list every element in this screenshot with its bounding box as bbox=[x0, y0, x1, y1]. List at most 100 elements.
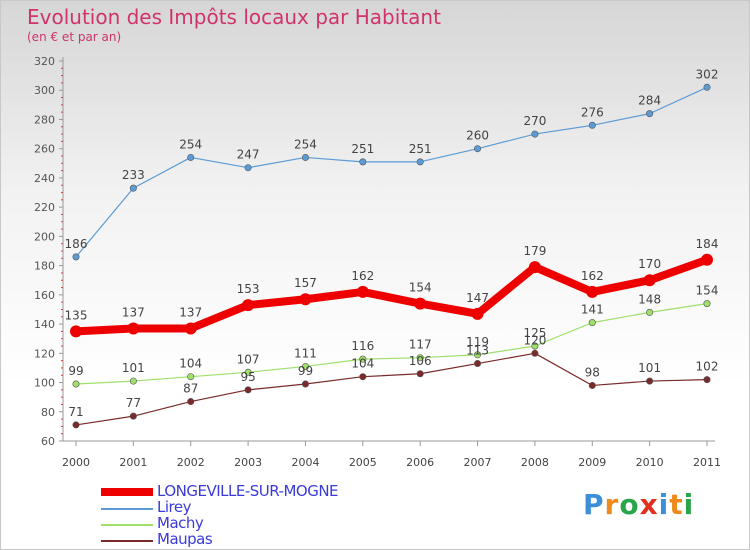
series-line bbox=[75, 303, 708, 385]
data-label: 98 bbox=[585, 365, 600, 379]
data-point bbox=[531, 349, 539, 357]
data-point bbox=[127, 322, 140, 335]
x-tick-label: 2011 bbox=[693, 456, 721, 469]
data-point bbox=[359, 355, 367, 363]
series-machy bbox=[72, 300, 711, 388]
logo-letter: x bbox=[639, 488, 659, 521]
series-maupas bbox=[72, 349, 711, 429]
data-label: 270 bbox=[523, 114, 546, 128]
data-label: 117 bbox=[409, 338, 432, 352]
x-tick-label: 2009 bbox=[578, 456, 606, 469]
series-line bbox=[75, 256, 709, 336]
data-label: 104 bbox=[179, 357, 202, 371]
data-point bbox=[531, 130, 539, 138]
y-tick-label: 280 bbox=[34, 113, 55, 126]
data-point bbox=[703, 376, 711, 384]
data-label: 120 bbox=[523, 333, 546, 347]
y-tick-label: 160 bbox=[34, 289, 55, 302]
data-point bbox=[588, 319, 596, 327]
data-label: 254 bbox=[294, 137, 317, 151]
legend-label: Machy bbox=[157, 514, 204, 532]
data-label: 119 bbox=[466, 335, 489, 349]
x-tick-label: 2008 bbox=[521, 456, 549, 469]
data-point bbox=[586, 285, 599, 298]
data-label: 247 bbox=[237, 148, 260, 162]
data-label: 125 bbox=[523, 326, 546, 340]
logo-letter: o bbox=[619, 488, 640, 521]
data-point bbox=[187, 398, 195, 406]
data-point bbox=[416, 158, 424, 166]
data-label: 254 bbox=[179, 137, 202, 151]
legend-item: Machy bbox=[101, 514, 421, 533]
data-point bbox=[643, 274, 656, 287]
data-label: 141 bbox=[581, 303, 604, 317]
data-label: 101 bbox=[122, 361, 145, 375]
data-point bbox=[184, 322, 197, 335]
data-label: 148 bbox=[638, 292, 661, 306]
data-label: 251 bbox=[351, 142, 374, 156]
data-point bbox=[244, 386, 252, 394]
data-label: 276 bbox=[581, 105, 604, 119]
data-label: 184 bbox=[696, 237, 719, 251]
data-point bbox=[646, 308, 654, 316]
data-label: 101 bbox=[638, 361, 661, 375]
x-tick-label: 2010 bbox=[636, 456, 664, 469]
series-lirey bbox=[72, 83, 711, 261]
data-label: 162 bbox=[581, 269, 604, 283]
data-point bbox=[301, 153, 309, 161]
legend-item: Maupas bbox=[101, 530, 421, 549]
data-point bbox=[703, 300, 711, 308]
data-point bbox=[70, 325, 82, 338]
data-point bbox=[301, 380, 309, 388]
data-label: 179 bbox=[523, 244, 546, 258]
data-label: 87 bbox=[183, 382, 198, 396]
data-label: 95 bbox=[240, 370, 255, 384]
data-label: 107 bbox=[237, 352, 260, 366]
data-point bbox=[646, 110, 654, 118]
x-tick-label: 2006 bbox=[406, 456, 434, 469]
legend-swatch bbox=[101, 540, 153, 542]
y-tick-label: 80 bbox=[41, 406, 55, 419]
y-tick-label: 320 bbox=[34, 55, 55, 68]
chart-legend: LONGEVILLE-SUR-MOGNE Lirey Machy Maupas bbox=[101, 482, 421, 549]
data-point bbox=[359, 158, 367, 166]
legend-swatch bbox=[101, 508, 153, 510]
y-tick-label: 180 bbox=[34, 260, 55, 273]
data-point bbox=[187, 373, 195, 381]
logo-letter: r bbox=[604, 488, 620, 521]
data-point bbox=[416, 370, 424, 378]
logo-letter: t bbox=[669, 488, 684, 521]
data-point bbox=[299, 293, 312, 306]
y-tick-label: 300 bbox=[34, 84, 55, 97]
x-tick-label: 2003 bbox=[234, 456, 262, 469]
data-point bbox=[301, 362, 309, 370]
data-label: 99 bbox=[298, 364, 313, 378]
y-tick-label: 140 bbox=[34, 318, 55, 331]
data-label: 137 bbox=[179, 305, 202, 319]
data-point bbox=[474, 351, 482, 359]
data-point bbox=[701, 253, 713, 266]
data-point bbox=[528, 261, 541, 274]
data-label: 99 bbox=[68, 364, 83, 378]
data-label: 260 bbox=[466, 129, 489, 143]
x-tick-label: 2004 bbox=[291, 456, 319, 469]
data-point bbox=[471, 307, 484, 320]
proxiti-logo: Proxiti bbox=[583, 488, 694, 521]
data-point bbox=[72, 421, 80, 429]
logo-letter: i bbox=[658, 488, 670, 521]
data-point bbox=[588, 381, 596, 389]
x-tick-label: 2007 bbox=[464, 456, 492, 469]
y-tick-label: 100 bbox=[34, 377, 55, 390]
chart-title: Evolution des Impôts locaux par Habitant bbox=[27, 5, 441, 29]
y-tick-label: 120 bbox=[34, 347, 55, 360]
series-line bbox=[75, 352, 708, 426]
data-label: 154 bbox=[409, 281, 432, 295]
x-tick-label: 2002 bbox=[177, 456, 205, 469]
legend-label: LONGEVILLE-SUR-MOGNE bbox=[157, 482, 339, 500]
data-label: 186 bbox=[65, 237, 88, 251]
x-tick-label: 2000 bbox=[62, 456, 90, 469]
data-point bbox=[474, 145, 482, 153]
data-label: 111 bbox=[294, 346, 317, 360]
series-longeville-sur-mogne bbox=[70, 253, 713, 338]
legend-label: Lirey bbox=[157, 498, 191, 516]
